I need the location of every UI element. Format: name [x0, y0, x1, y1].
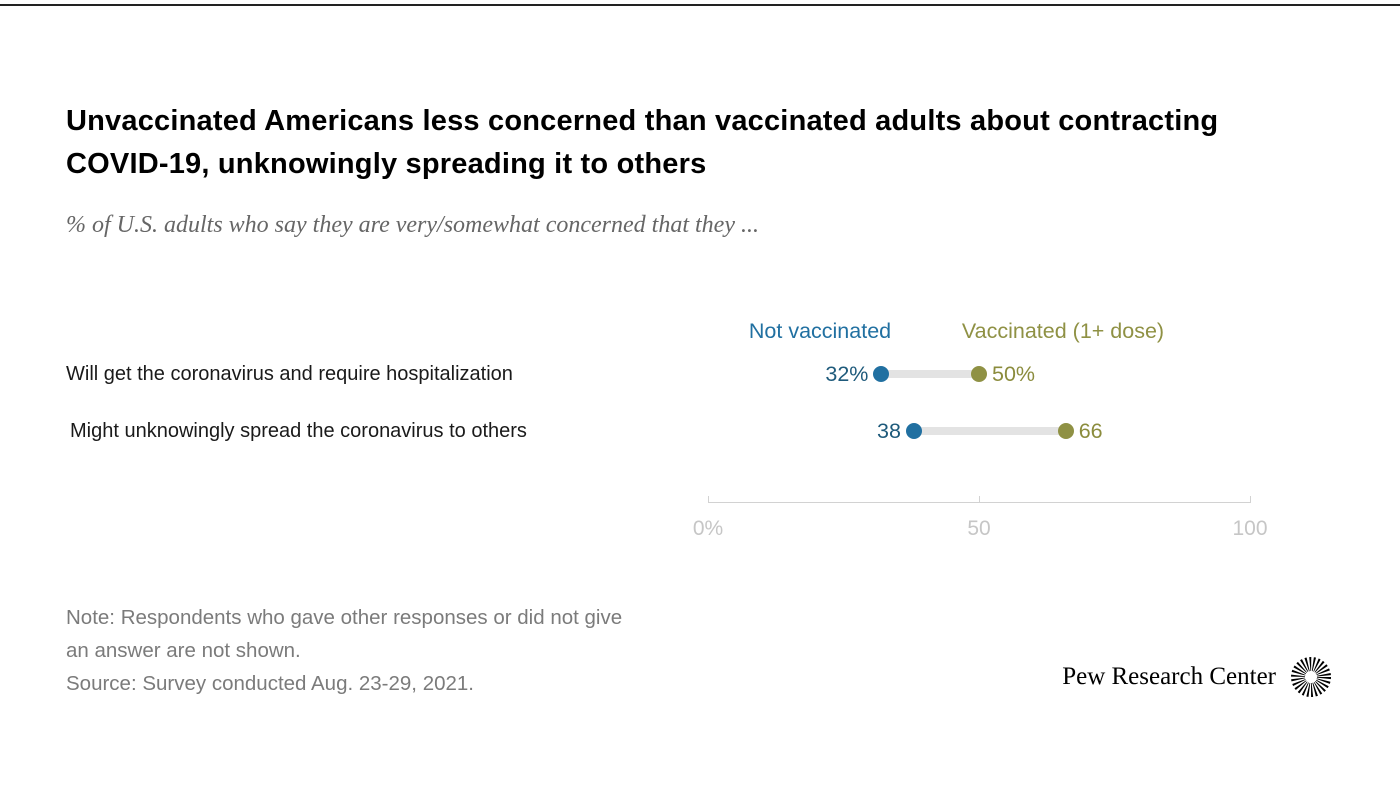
chart-title: Unvaccinated Americans less concerned th… [66, 105, 1219, 180]
category-label: Might unknowingly spread the coronavirus… [70, 420, 527, 442]
dot-not-vaccinated [905, 423, 922, 439]
category-label: Will get the coronavirus and require hos… [66, 363, 513, 385]
chart-subtitle: % of U.S. adults who say they are very/s… [66, 212, 759, 238]
axis-tick-label: 50 [967, 517, 991, 540]
axis-tick [707, 496, 709, 503]
brand-name: Pew Research Center [1062, 663, 1276, 690]
value-label: 38 [877, 419, 901, 443]
dot-vaccinated [971, 366, 987, 382]
value-label: 50% [992, 362, 1036, 386]
axis-tick [978, 496, 980, 503]
pew-starburst-icon [1289, 655, 1333, 699]
top-border [0, 4, 1400, 6]
footnote: Note: Respondents who gave other respons… [66, 601, 622, 700]
source-line: Source: Survey conducted Aug. 23-29, 202… [66, 672, 474, 695]
axis-tick-label: 0% [692, 517, 724, 540]
note-line-2: an answer are not shown. [66, 639, 301, 662]
dot-connector [913, 427, 1066, 435]
legend-vaccinated: Vaccinated (1+ dose) [961, 319, 1165, 343]
legend-not-vaccinated: Not vaccinated [748, 319, 892, 343]
axis-tick-label: 100 [1232, 517, 1268, 540]
dot-vaccinated [1057, 423, 1074, 439]
axis-tick [1249, 496, 1251, 503]
value-label: 32% [825, 362, 869, 386]
brand-lockup: Pew Research Center [1062, 655, 1333, 699]
value-label: 66 [1078, 419, 1103, 443]
dot-connector [881, 370, 979, 378]
note-line-1: Note: Respondents who gave other respons… [66, 606, 623, 629]
dot-not-vaccinated [873, 366, 890, 382]
